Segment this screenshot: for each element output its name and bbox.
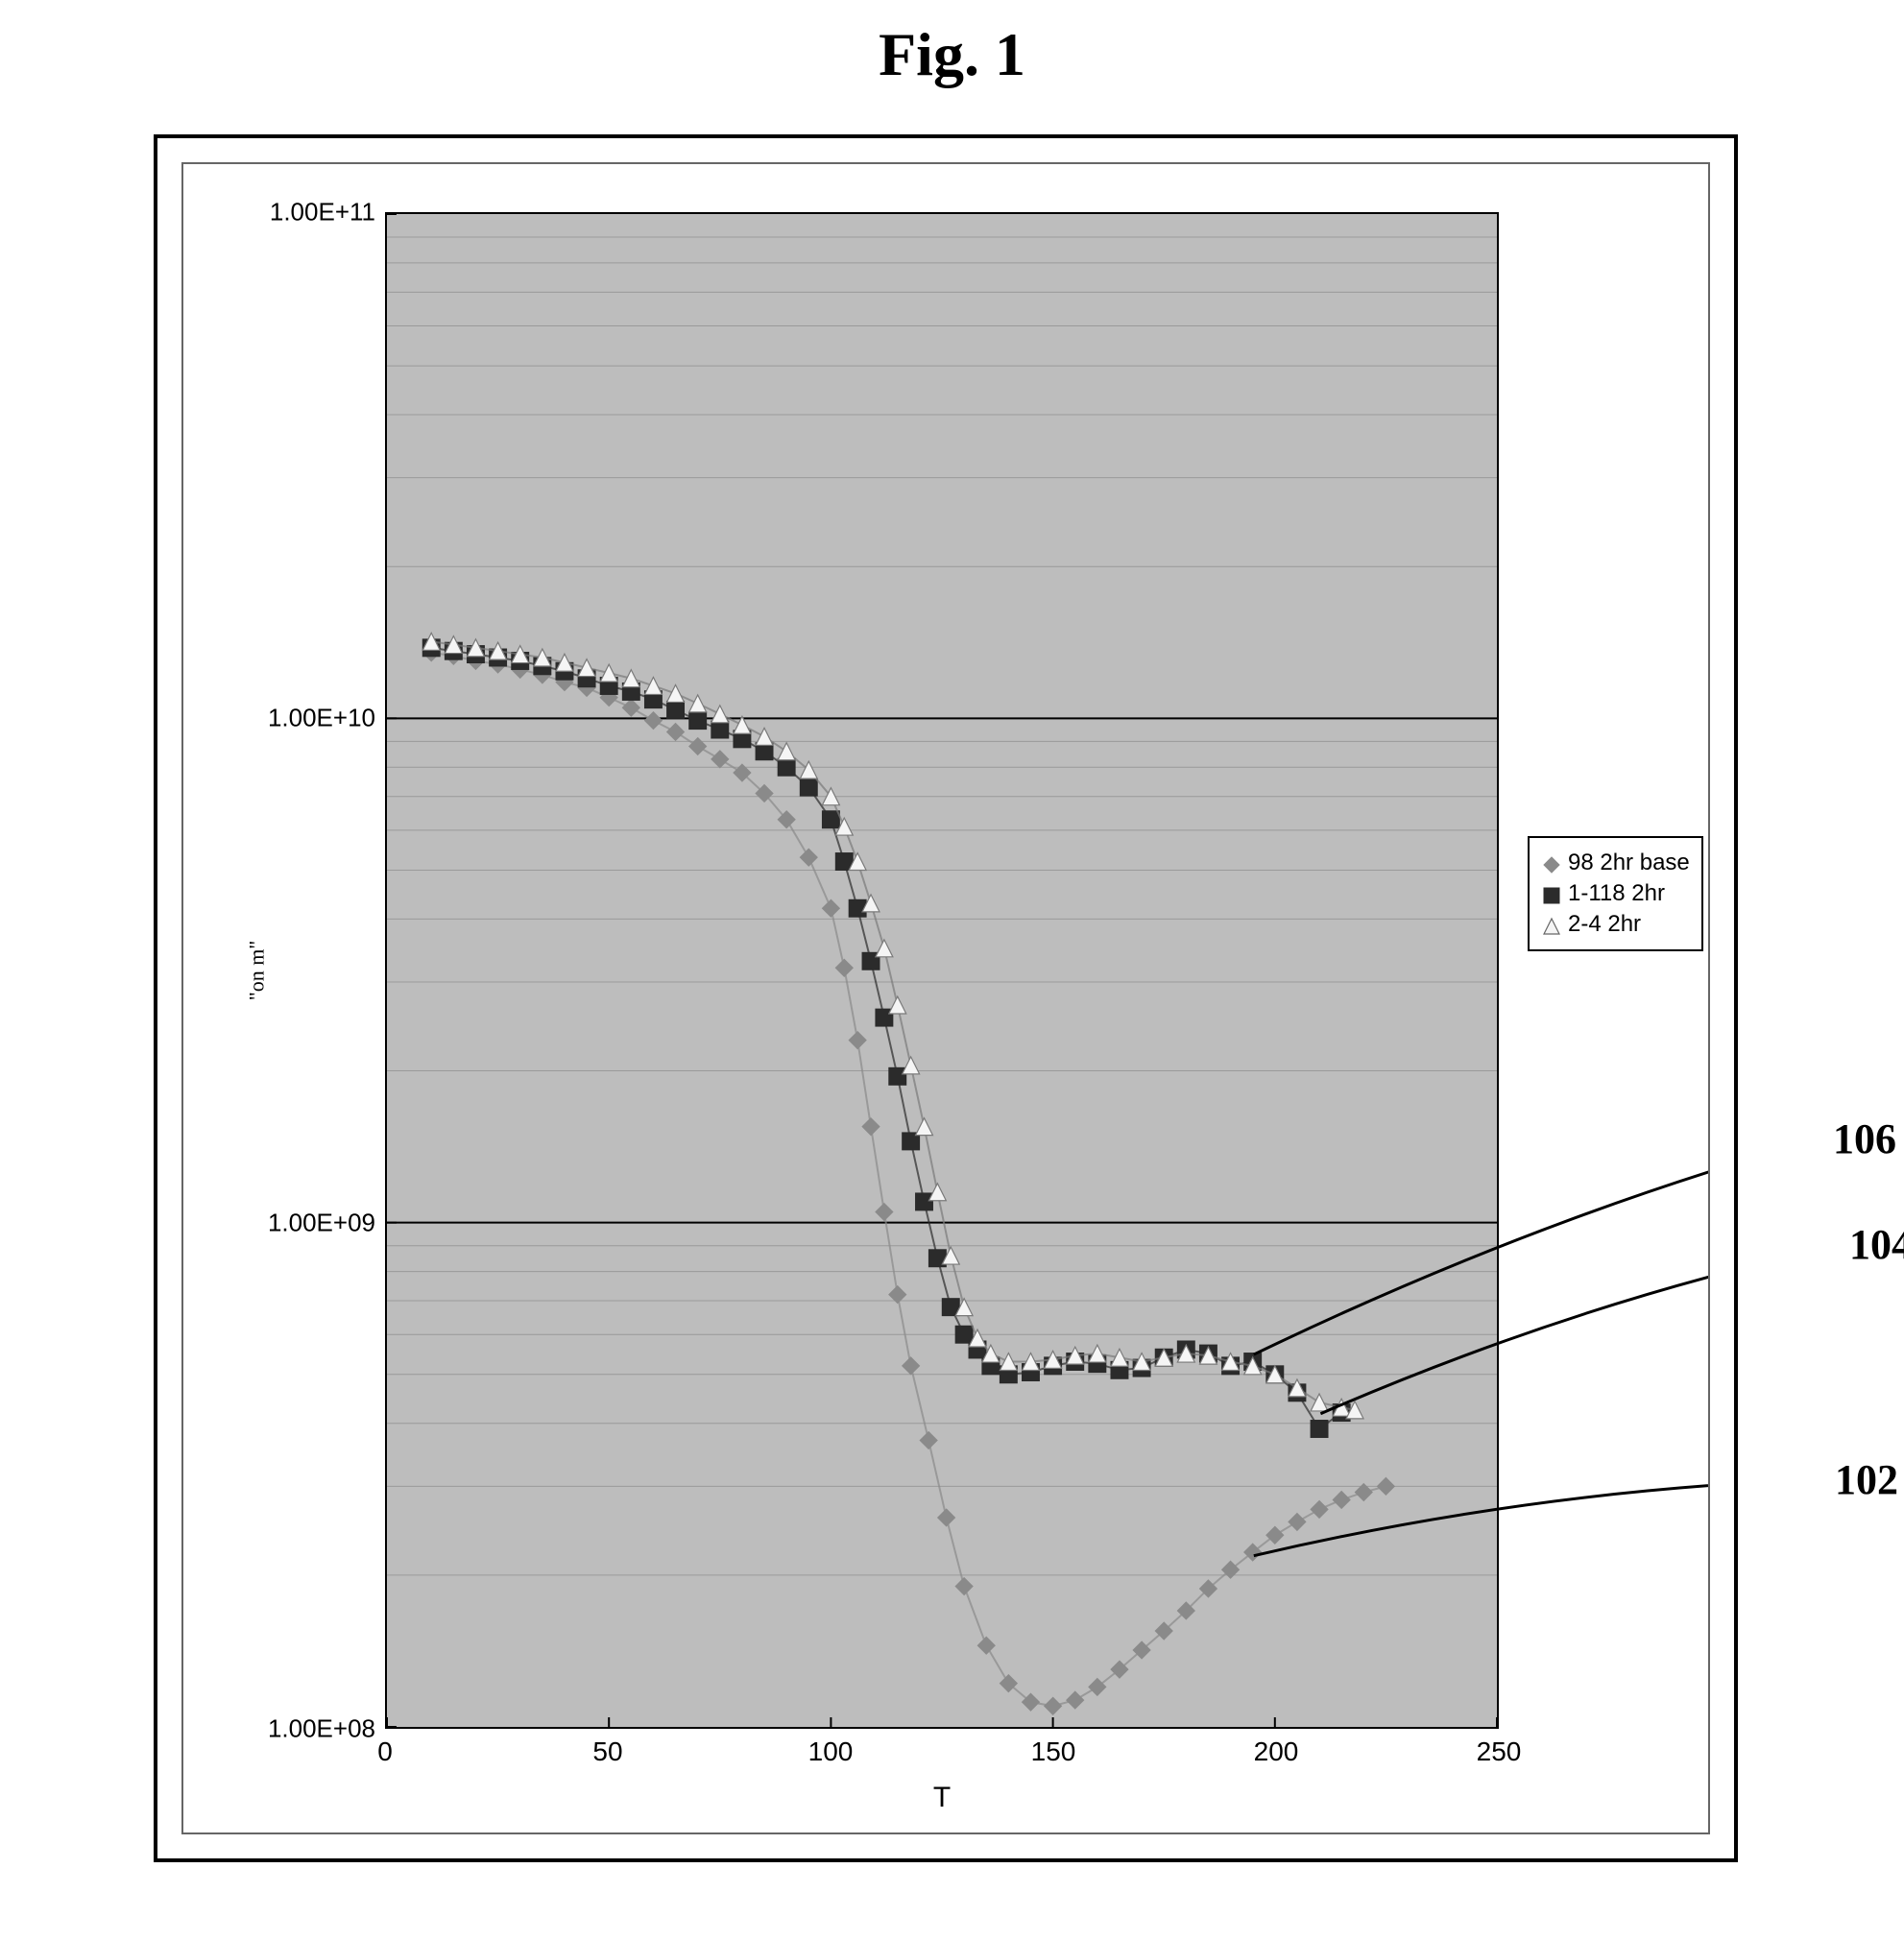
annotation-102: 102 (1835, 1455, 1898, 1504)
figure-title: Fig. 1 (0, 19, 1904, 90)
annotation-104: 104 (1849, 1220, 1904, 1269)
page: Fig. 1 "on m" 1.00E+081.00E+091.00E+101.… (0, 0, 1904, 1940)
outer-frame: "on m" 1.00E+081.00E+091.00E+101.00E+11 … (154, 134, 1738, 1862)
annotation-106: 106 (1833, 1114, 1896, 1163)
annotation-text-layer: 106104102 (183, 164, 1708, 1832)
inner-frame: "on m" 1.00E+081.00E+091.00E+101.00E+11 … (181, 162, 1710, 1834)
